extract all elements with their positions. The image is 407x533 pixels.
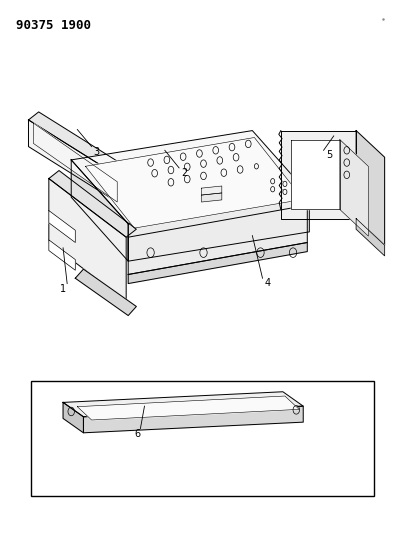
Polygon shape <box>128 205 307 274</box>
Polygon shape <box>49 240 75 270</box>
Text: 4: 4 <box>265 278 271 288</box>
Polygon shape <box>281 131 356 219</box>
Polygon shape <box>340 140 368 236</box>
Text: 2: 2 <box>181 168 187 178</box>
Text: 5: 5 <box>326 150 332 160</box>
Polygon shape <box>201 186 222 195</box>
Polygon shape <box>75 269 136 316</box>
Polygon shape <box>63 392 303 417</box>
Polygon shape <box>201 193 222 202</box>
Polygon shape <box>128 243 307 284</box>
Polygon shape <box>83 406 303 433</box>
Text: 90375 1900: 90375 1900 <box>16 19 91 31</box>
Polygon shape <box>85 138 303 228</box>
Polygon shape <box>128 195 309 261</box>
Polygon shape <box>33 123 117 202</box>
Polygon shape <box>71 160 128 261</box>
Text: 6: 6 <box>134 429 141 439</box>
Polygon shape <box>63 402 83 433</box>
Polygon shape <box>49 179 126 301</box>
Polygon shape <box>71 131 309 224</box>
Polygon shape <box>28 112 132 179</box>
Polygon shape <box>49 171 136 237</box>
Polygon shape <box>49 211 75 243</box>
Text: 1: 1 <box>60 284 66 294</box>
Polygon shape <box>291 140 340 209</box>
Bar <box>31 381 374 496</box>
Polygon shape <box>77 396 299 420</box>
Polygon shape <box>28 120 122 205</box>
Polygon shape <box>356 131 385 245</box>
Polygon shape <box>356 219 385 256</box>
Text: 3: 3 <box>94 147 100 157</box>
Polygon shape <box>122 171 132 205</box>
